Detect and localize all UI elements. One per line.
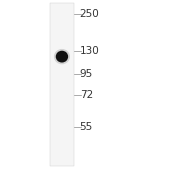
Text: 55: 55 bbox=[80, 122, 93, 132]
Ellipse shape bbox=[54, 49, 70, 64]
Text: 95: 95 bbox=[80, 69, 93, 79]
Ellipse shape bbox=[56, 51, 68, 63]
FancyBboxPatch shape bbox=[50, 3, 74, 166]
Text: 250: 250 bbox=[80, 8, 99, 19]
Text: 72: 72 bbox=[80, 90, 93, 100]
Text: 130: 130 bbox=[80, 46, 99, 56]
